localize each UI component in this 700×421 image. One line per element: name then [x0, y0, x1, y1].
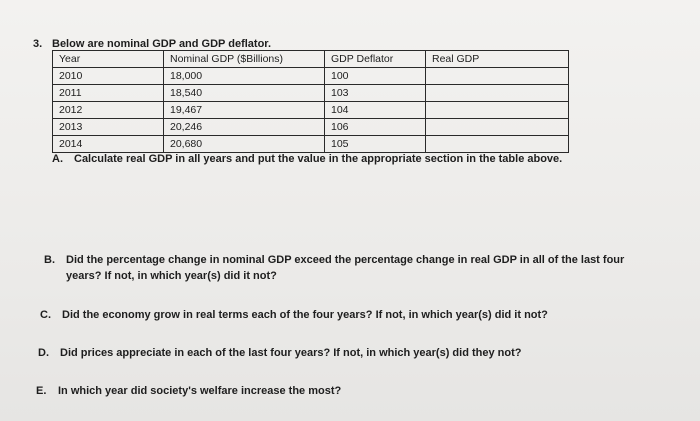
question-number: 3. [33, 38, 43, 50]
table-row: 2011 18,540 103 [52, 84, 569, 102]
part-e-letter: E. [36, 385, 47, 397]
cell-year: 2010 [52, 67, 164, 85]
part-b-line2: years? If not, in which year(s) did it n… [66, 270, 277, 282]
part-a-text: Calculate real GDP in all years and put … [74, 153, 563, 165]
part-b: B. Did the percentage change in nominal G… [44, 254, 624, 266]
cell-year: 2012 [52, 101, 164, 119]
table-row: 2012 19,467 104 [52, 101, 569, 119]
table-row: 2014 20,680 105 [52, 135, 569, 153]
part-b-letter: B. [44, 254, 55, 266]
cell-gdp-deflator: 106 [324, 118, 426, 136]
cell-real-gdp [425, 84, 569, 102]
table-row: 2010 18,000 100 [52, 67, 569, 85]
cell-real-gdp [425, 118, 569, 136]
question-intro: Below are nominal GDP and GDP deflator. [52, 38, 272, 50]
part-e: E. In which year did society's welfare in… [36, 385, 341, 397]
cell-real-gdp [425, 135, 569, 153]
cell-real-gdp [425, 101, 569, 119]
part-d: D. Did prices appreciate in each of the l… [38, 347, 521, 359]
cell-nominal-gdp: 20,680 [163, 135, 325, 153]
header-gdp-deflator: GDP Deflator [324, 50, 426, 68]
cell-year: 2013 [52, 118, 164, 136]
gdp-table: Year Nominal GDP ($Billions) GDP Deflato… [52, 50, 569, 153]
part-d-text: Did prices appreciate in each of the las… [60, 347, 522, 359]
cell-gdp-deflator: 105 [324, 135, 426, 153]
part-c-text: Did the economy grow in real terms each … [62, 309, 548, 321]
part-c: C. Did the economy grow in real terms eac… [40, 309, 548, 321]
cell-year: 2014 [52, 135, 164, 153]
part-b-line1: Did the percentage change in nominal GDP… [66, 254, 625, 266]
cell-year: 2011 [52, 84, 164, 102]
cell-nominal-gdp: 20,246 [163, 118, 325, 136]
cell-nominal-gdp: 18,540 [163, 84, 325, 102]
part-e-text: In which year did society's welfare incr… [58, 385, 342, 397]
cell-nominal-gdp: 19,467 [163, 101, 325, 119]
cell-nominal-gdp: 18,000 [163, 67, 325, 85]
header-real-gdp: Real GDP [425, 50, 569, 68]
header-year: Year [52, 50, 164, 68]
cell-gdp-deflator: 103 [324, 84, 426, 102]
part-a: A. Calculate real GDP in all years and pu… [52, 153, 562, 165]
cell-gdp-deflator: 104 [324, 101, 426, 119]
table-row: 2013 20,246 106 [52, 118, 569, 136]
part-d-letter: D. [38, 347, 49, 359]
table-header-row: Year Nominal GDP ($Billions) GDP Deflato… [52, 50, 569, 68]
cell-gdp-deflator: 100 [324, 67, 426, 85]
header-nominal-gdp: Nominal GDP ($Billions) [163, 50, 325, 68]
cell-real-gdp [425, 67, 569, 85]
part-c-letter: C. [40, 309, 51, 321]
part-a-letter: A. [52, 153, 63, 165]
